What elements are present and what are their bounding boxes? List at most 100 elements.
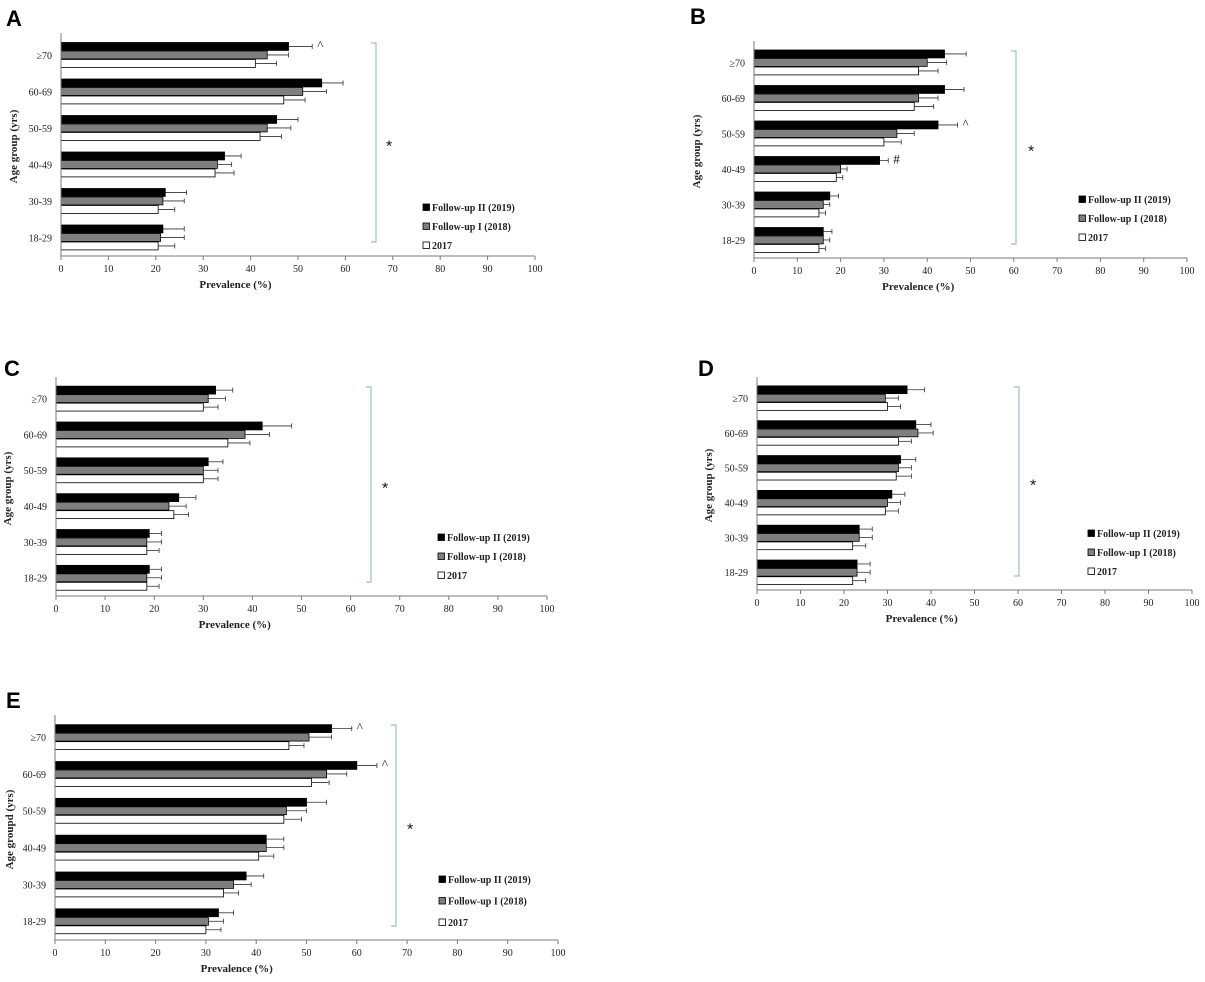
- x-tick-label: 60: [1013, 598, 1023, 609]
- bar: [55, 581, 148, 591]
- category-label: 60-69: [29, 87, 52, 98]
- x-tick-label: 60: [352, 948, 362, 959]
- category-label: 60-69: [23, 770, 46, 781]
- x-tick-label: 80: [1095, 266, 1105, 277]
- significance-mark: ^: [382, 757, 388, 772]
- bar: [55, 564, 150, 574]
- legend-label: 2017: [1097, 567, 1117, 578]
- legend-swatch: [1078, 195, 1086, 203]
- bar: [756, 498, 888, 507]
- bar: [753, 85, 945, 94]
- category-label: 60-69: [24, 430, 47, 441]
- category-label: 60-69: [722, 94, 745, 105]
- x-tick-label: 100: [1180, 266, 1195, 277]
- x-tick-label: 30: [198, 604, 208, 615]
- bar: [60, 224, 164, 234]
- significance-mark: ^: [317, 38, 323, 53]
- x-tick-label: 30: [201, 948, 211, 959]
- bar: [60, 160, 218, 169]
- legend-swatch: [437, 552, 445, 560]
- legend-label: 2017: [447, 571, 467, 582]
- x-tick-label: 90: [1139, 266, 1149, 277]
- panel-b: B ≥70 60-69 50-59 ^ 40-49 #30-39 18-29 0 10 20 30 40…: [690, 4, 1195, 293]
- bar: [756, 533, 860, 542]
- x-tick-label: 90: [483, 264, 493, 275]
- bar: [55, 474, 204, 484]
- x-tick-label: 10: [796, 598, 806, 609]
- legend-swatch: [438, 897, 446, 905]
- bar: [753, 129, 898, 138]
- bar: [54, 806, 287, 816]
- category-label: 30-39: [24, 538, 47, 549]
- panel-letter: E: [6, 688, 21, 713]
- bar: [55, 421, 263, 431]
- bar: [54, 888, 224, 898]
- x-tick-label: 30: [879, 266, 889, 277]
- legend-label: Follow-up II (2019): [1097, 529, 1180, 540]
- legend-swatch: [422, 203, 430, 211]
- x-tick-label: 0: [59, 264, 64, 275]
- y-axis-title: Age group (yrs): [703, 448, 715, 522]
- x-tick-label: 80: [435, 264, 445, 275]
- x-tick-label: 10: [100, 604, 110, 615]
- bar: [60, 205, 159, 214]
- category-label: 18-29: [722, 236, 745, 247]
- x-tick-label: 70: [388, 264, 398, 275]
- bar: [54, 871, 247, 881]
- bar: [54, 908, 219, 918]
- x-tick-label: 90: [1144, 598, 1154, 609]
- category-label: 50-59: [29, 124, 52, 135]
- bar: [756, 541, 854, 551]
- bar: [54, 814, 285, 824]
- bar: [55, 510, 175, 519]
- bar: [756, 385, 908, 395]
- x-tick-label: 40: [251, 948, 261, 959]
- bar: [753, 235, 824, 245]
- bar: [756, 402, 888, 411]
- x-tick-label: 50: [966, 266, 976, 277]
- category-label: 50-59: [24, 466, 47, 477]
- bar: [756, 576, 854, 585]
- bar: [55, 457, 209, 467]
- bar: [753, 93, 919, 103]
- category-label: 40-49: [23, 843, 46, 854]
- legend-swatch: [438, 875, 446, 883]
- bar: [54, 880, 234, 889]
- x-tick-label: 20: [836, 266, 846, 277]
- bar: [753, 58, 928, 67]
- bar: [60, 78, 323, 88]
- y-axis-title: Age groupd (yrs): [4, 789, 16, 869]
- group-bracket: [1011, 50, 1017, 245]
- significance-star: *: [407, 822, 413, 839]
- bar: [756, 393, 886, 403]
- group-bracket: [371, 42, 377, 243]
- x-tick-label: 50: [970, 598, 980, 609]
- bar: [756, 559, 858, 569]
- bar: [756, 420, 917, 429]
- panel-letter: B: [690, 4, 706, 29]
- bar: [54, 741, 290, 750]
- bar: [756, 428, 919, 438]
- legend-label: Follow-up II (2019): [1088, 195, 1171, 206]
- legend-label: 2017: [1088, 233, 1108, 244]
- y-axis-title: Age group (yrs): [2, 451, 14, 525]
- bar: [753, 208, 820, 218]
- legend-swatch: [422, 241, 430, 249]
- x-tick-label: 50: [293, 264, 303, 275]
- x-tick-label: 90: [503, 948, 513, 959]
- legend-label: Follow-up I (2018): [447, 552, 526, 563]
- category-label: 50-59: [725, 464, 748, 475]
- bar: [60, 151, 225, 161]
- x-tick-label: 50: [297, 604, 307, 615]
- x-tick-label: 80: [444, 604, 454, 615]
- significance-star: *: [382, 481, 388, 498]
- x-tick-label: 10: [100, 948, 110, 959]
- x-tick-label: 40: [926, 598, 936, 609]
- x-tick-label: 100: [528, 264, 543, 275]
- x-tick-label: 100: [540, 604, 555, 615]
- x-tick-label: 80: [1100, 598, 1110, 609]
- bar: [60, 123, 268, 133]
- bar: [753, 137, 885, 147]
- x-tick-label: 0: [755, 598, 760, 609]
- legend-label: Follow-up II (2019): [448, 875, 531, 886]
